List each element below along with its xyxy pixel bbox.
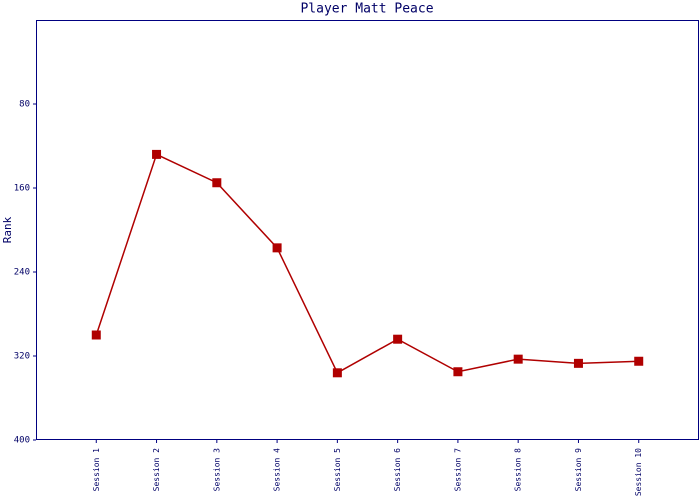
marker xyxy=(152,149,162,159)
marker xyxy=(453,367,463,377)
y-tick-label: 320 xyxy=(14,352,30,362)
marker xyxy=(212,178,222,188)
x-tick-label: Session 7 xyxy=(453,448,462,492)
marker xyxy=(513,354,523,364)
marker xyxy=(393,334,403,344)
y-tick-label: 240 xyxy=(14,268,30,278)
x-tick-label: Session 3 xyxy=(212,448,221,492)
chart-title: Player Matt Peace xyxy=(300,2,433,17)
x-tick-label: Session 9 xyxy=(574,448,583,492)
marker xyxy=(573,358,583,368)
y-tick-label: 160 xyxy=(14,184,30,194)
marker xyxy=(634,356,644,366)
x-tick-label: Session 1 xyxy=(92,448,101,492)
y-tick-label: 80 xyxy=(19,100,30,110)
x-tick-label: Session 8 xyxy=(514,448,523,492)
x-tick-label: Session 5 xyxy=(333,448,342,492)
plot-frame xyxy=(36,20,699,440)
x-tick-label: Session 6 xyxy=(393,448,402,492)
x-tick-label: Session 2 xyxy=(152,448,161,492)
marker xyxy=(272,243,282,253)
x-tick-label: Session 10 xyxy=(634,448,643,496)
line xyxy=(95,153,639,374)
y-axis-label: Rank xyxy=(1,216,14,243)
x-tick-label: Session 4 xyxy=(273,448,282,492)
marker xyxy=(91,330,101,340)
marker xyxy=(332,368,342,378)
y-tick-label: 400 xyxy=(14,436,30,446)
